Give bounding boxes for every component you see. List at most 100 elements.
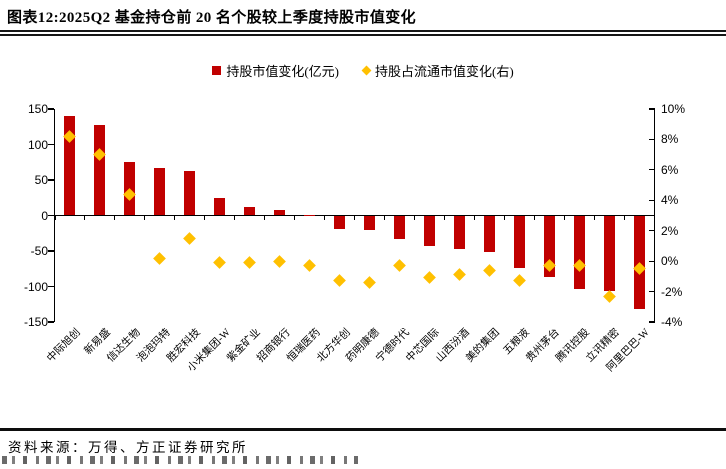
- title-divider-top: [0, 30, 726, 32]
- right-axis-label: -4%: [661, 315, 683, 329]
- figure-title: 图表12:2025Q2 基金持仓前 20 名个股较上季度持股市值变化: [7, 10, 417, 26]
- x-axis-tick: [473, 215, 475, 220]
- bar: [603, 215, 615, 291]
- legend-item-bar-series: 持股市值变化(亿元): [212, 61, 339, 80]
- scatter-diamond: [333, 274, 346, 288]
- left-axis-label: 150: [27, 102, 48, 116]
- left-axis-label: -100: [23, 279, 48, 294]
- source-divider: [0, 428, 726, 431]
- left-axis-label: 100: [27, 137, 48, 152]
- left-axis-tick: [48, 179, 54, 181]
- bar: [274, 209, 286, 216]
- scatter-diamond: [183, 231, 197, 245]
- right-axis-label: 8%: [661, 132, 679, 147]
- title-divider-bottom: [0, 34, 726, 36]
- x-axis-tick: [653, 215, 655, 220]
- legend-label: 持股占流通市值变化(右): [375, 64, 514, 79]
- left-axis-tick: [48, 250, 54, 252]
- right-axis-tick: [649, 138, 655, 141]
- x-axis-tick: [443, 215, 445, 220]
- y-axis-left-line: [53, 109, 55, 322]
- right-axis-label: 6%: [661, 162, 679, 177]
- right-axis-tick: [649, 230, 655, 232]
- bar: [244, 206, 256, 216]
- scatter-diamond: [512, 274, 526, 288]
- x-axis-tick: [264, 215, 266, 220]
- x-axis-tick: [204, 215, 206, 220]
- bar: [393, 215, 405, 239]
- x-axis-label: 北方华创: [314, 327, 353, 365]
- x-axis-tick: [413, 215, 415, 220]
- x-axis-label: 紫金矿业: [224, 327, 263, 365]
- bar: [214, 198, 226, 216]
- left-axis-label: -50: [30, 244, 48, 258]
- left-axis-label: -150: [23, 315, 48, 329]
- scatter-diamond: [393, 259, 406, 273]
- x-axis-label: 信达生物: [105, 327, 143, 365]
- bar: [573, 215, 585, 290]
- scatter-diamond: [243, 256, 257, 270]
- x-axis-tick: [563, 215, 565, 220]
- x-axis-tick: [593, 215, 595, 220]
- bar: [363, 215, 375, 231]
- x-axis-tick: [503, 215, 505, 220]
- legend-label: 持股市值变化(亿元): [226, 64, 339, 79]
- scatter-diamond: [303, 259, 316, 273]
- scatter-diamond: [482, 263, 496, 277]
- chart-legend: 持股市值变化(亿元) 持股占流通市值变化(右): [0, 61, 726, 80]
- source-text: 资料来源：万得、方正证券研究所: [8, 440, 248, 455]
- bar: [64, 116, 76, 216]
- bar: [633, 215, 645, 309]
- x-axis-tick: [383, 215, 385, 220]
- x-axis-tick: [294, 215, 296, 220]
- legend-item-scatter-series: 持股占流通市值变化(右): [361, 61, 514, 80]
- right-axis-tick: [649, 199, 655, 201]
- x-axis-tick: [114, 215, 116, 220]
- x-axis-tick: [623, 215, 625, 220]
- right-axis-label: 4%: [661, 193, 679, 208]
- scatter-diamond: [273, 254, 286, 268]
- right-axis-label: 0%: [661, 254, 679, 269]
- x-axis-label: 胜宏科技: [165, 327, 203, 365]
- x-axis-label: 小米集团-W: [185, 327, 233, 374]
- left-axis-label: 0: [41, 208, 48, 223]
- bar: [483, 215, 495, 253]
- x-axis-tick: [324, 215, 326, 220]
- left-axis-label: 50: [34, 173, 48, 187]
- bar: [543, 215, 555, 278]
- cutoff-text-strip: [2, 456, 358, 464]
- bar: [423, 215, 435, 247]
- bar: [184, 170, 196, 216]
- bar: [304, 214, 316, 216]
- x-axis-tick: [234, 215, 236, 220]
- x-axis-label: 立讯精密: [584, 327, 622, 365]
- left-axis-tick: [48, 108, 54, 110]
- scatter-diamond: [452, 268, 466, 282]
- bar: [513, 215, 525, 269]
- x-axis-tick: [533, 215, 535, 220]
- x-axis-tick: [84, 215, 86, 220]
- scatter-diamond: [423, 271, 436, 285]
- right-axis-label: 10%: [661, 102, 686, 116]
- right-axis-tick: [649, 321, 655, 323]
- bar: [453, 215, 465, 249]
- x-axis-tick: [54, 215, 56, 220]
- right-axis-label: -2%: [661, 284, 683, 299]
- scatter-diamond: [363, 276, 376, 289]
- x-axis-label: 阿里巴巴-W: [604, 327, 652, 374]
- x-axis-zero-line: [55, 214, 654, 217]
- left-axis-tick: [48, 285, 54, 288]
- right-axis-label: 2%: [661, 223, 679, 238]
- left-axis-tick: [48, 143, 54, 146]
- scatter-diamond: [602, 289, 616, 303]
- left-axis-tick: [48, 214, 54, 217]
- right-axis-tick: [649, 169, 655, 171]
- bar: [334, 215, 346, 229]
- bar: [154, 167, 166, 216]
- bar-series-swatch-icon: [212, 66, 222, 75]
- scatter-diamond: [153, 251, 167, 265]
- right-axis-tick: [649, 108, 655, 110]
- right-axis-tick: [649, 290, 655, 293]
- right-axis-tick: [649, 260, 655, 262]
